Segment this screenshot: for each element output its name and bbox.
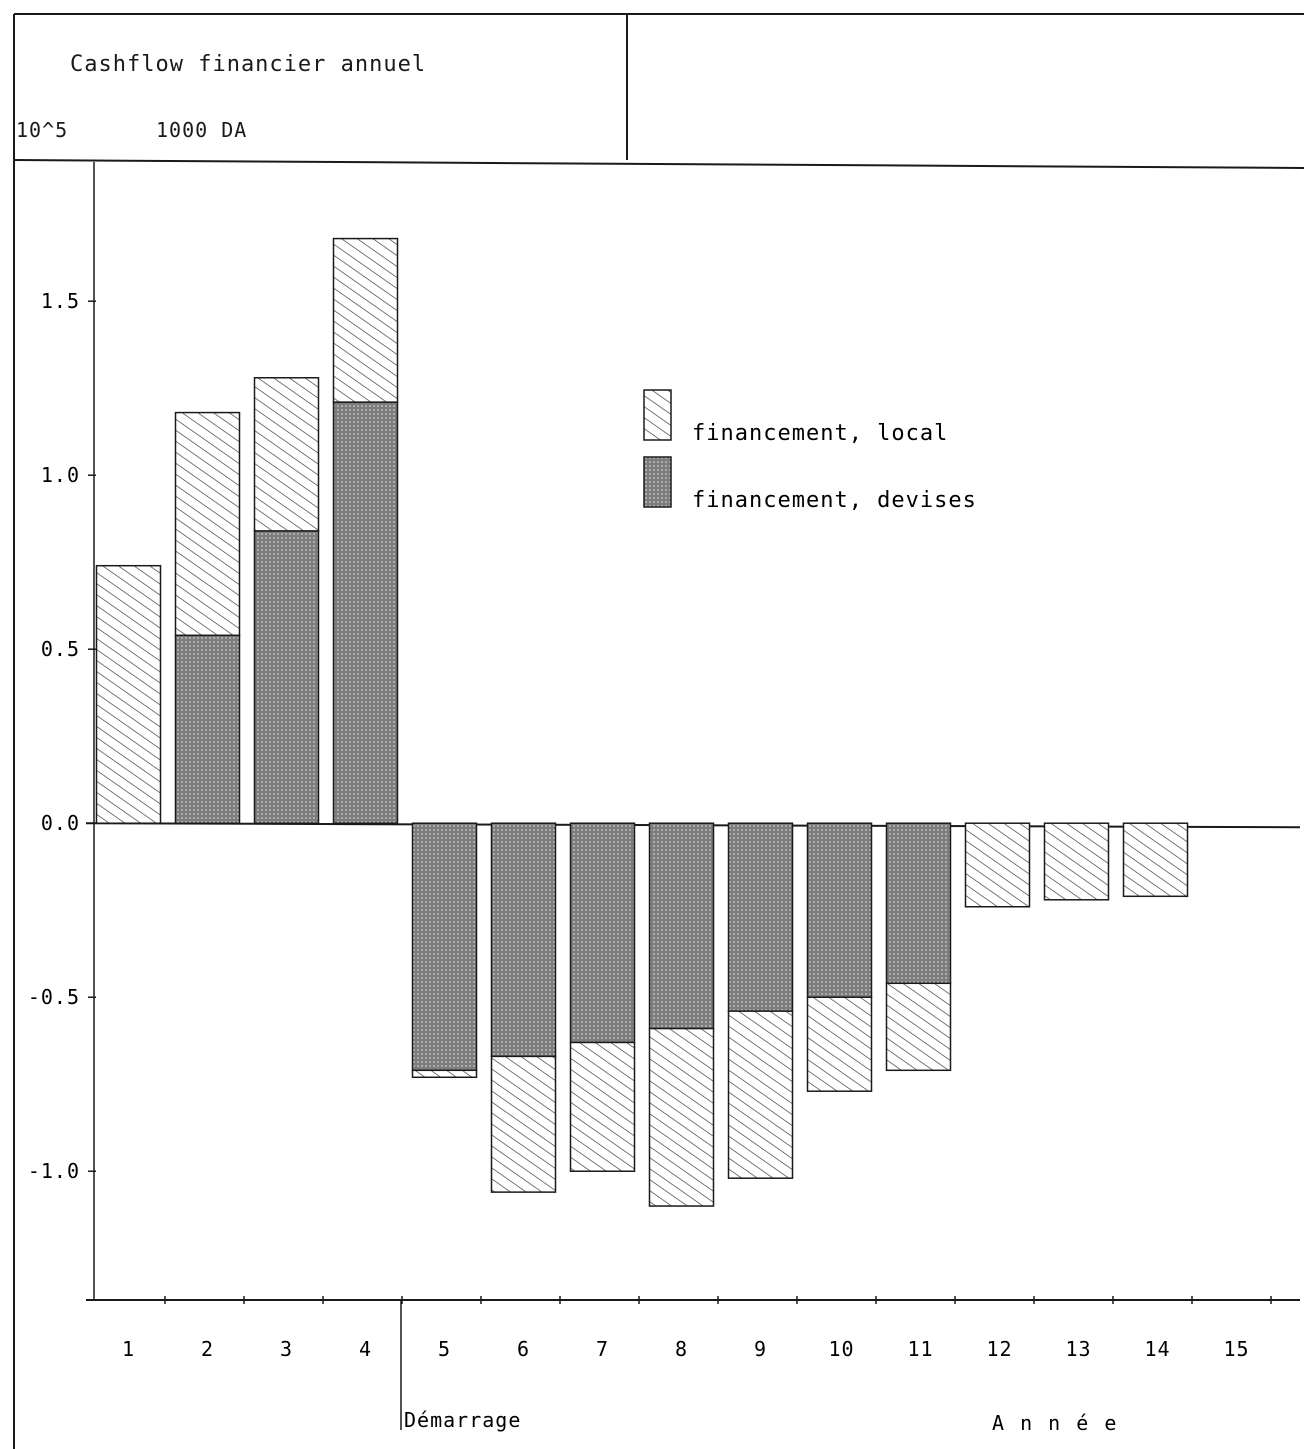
bar-financement-devises [648,822,715,1030]
x-tick-label: 4 [359,1337,372,1361]
bar-financement-local [253,377,320,532]
bar-financement-local [727,1010,794,1179]
y-tick-label: 0.5 [41,637,80,661]
x-tick-label: 7 [596,1337,609,1361]
x-tick-label: 15 [1223,1337,1249,1361]
unit-label: 1000 DA [156,118,248,142]
bar-financement-local [1122,822,1189,898]
y-tick-label: -1.0 [28,1159,80,1183]
bar-financement-local [95,564,162,824]
bar-financement-local [1043,822,1110,901]
x-tick-label: 13 [1065,1337,1091,1361]
bar-financement-local [806,996,873,1092]
x-tick-label: 12 [986,1337,1012,1361]
y-tick-label: 0.0 [41,811,80,835]
startup-annotation: Démarrage [404,1408,521,1432]
bar-financement-devises [332,401,399,824]
unit-exponent: 10^5 [16,118,69,142]
x-tick-label: 8 [675,1337,688,1361]
legend-swatch-devises [643,456,672,508]
bar-financement-local [490,1055,557,1193]
bar-financement-devises [253,530,320,824]
bar-financement-local [569,1041,636,1172]
bar-financement-devises [569,822,636,1044]
y-axis-ticks: 1.5 1.0 0.5 0.0 -0.5 -1.0 [28,289,96,1183]
x-tick-label: 2 [201,1337,214,1361]
x-tick-label: 6 [517,1337,530,1361]
legend-label-local: financement, local [692,421,948,446]
chart-title: Cashflow financier annuel [70,52,427,77]
header-bottom-border [13,159,1304,169]
bar-financement-local [885,982,952,1072]
x-axis-title: A n n é e [992,1411,1118,1435]
bar-financement-devises [174,634,241,824]
bars [95,237,1189,1207]
bar-financement-local [648,1027,715,1207]
y-tick-label: -0.5 [28,985,80,1009]
bar-financement-devises [727,822,794,1012]
y-tick-label: 1.0 [41,463,80,487]
y-tick-label: 1.5 [41,289,80,313]
x-tick-label: 14 [1144,1337,1170,1361]
bar-financement-devises [885,822,952,985]
legend-label-devises: financement, devises [692,488,977,513]
bar-financement-local [174,411,241,637]
bar-financement-devises [411,822,478,1072]
x-tick-label: 1 [122,1337,135,1361]
bar-financement-local [332,237,399,403]
bar-financement-devises [806,822,873,998]
x-tick-label: 9 [754,1337,767,1361]
x-tick-label: 3 [280,1337,293,1361]
legend-swatch-local [643,389,672,441]
bar-financement-local [411,1069,478,1079]
x-tick-label: 5 [438,1337,451,1361]
bar-financement-local [964,822,1031,908]
x-tick-label: 11 [907,1337,933,1361]
bar-financement-devises [490,822,557,1058]
legend: financement, local financement, devises [643,389,977,513]
x-tick-label: 10 [828,1337,854,1361]
x-axis-ticks: 1 2 3 4 5 6 7 8 9 10 11 12 13 14 15 [122,1296,1272,1361]
